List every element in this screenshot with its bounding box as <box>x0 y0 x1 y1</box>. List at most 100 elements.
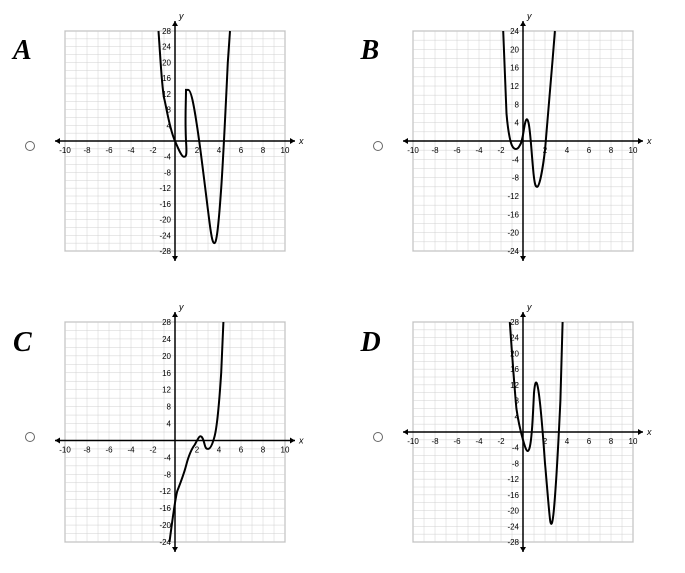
svg-text:-28: -28 <box>507 538 519 547</box>
svg-text:6: 6 <box>239 446 244 455</box>
svg-text:-4: -4 <box>475 437 483 446</box>
option-d-label: D <box>361 327 381 359</box>
svg-text:8: 8 <box>167 403 172 412</box>
svg-text:-28: -28 <box>159 247 171 256</box>
svg-text:4: 4 <box>514 118 519 127</box>
svg-text:-8: -8 <box>511 173 519 182</box>
svg-text:x: x <box>646 136 652 146</box>
svg-text:8: 8 <box>261 146 266 155</box>
svg-text:-12: -12 <box>159 487 171 496</box>
svg-text:-10: -10 <box>59 146 71 155</box>
option-b-label: B <box>361 35 380 67</box>
option-d: D -10-8-6-4-2246810-28-24-20-16-12-8-448… <box>353 297 681 569</box>
chart-b: -10-8-6-4-2246810-24-20-16-12-8-44812162… <box>393 11 653 271</box>
svg-text:28: 28 <box>162 318 171 327</box>
svg-text:-4: -4 <box>511 444 519 453</box>
svg-text:-10: -10 <box>407 437 419 446</box>
chart-d-wrapper: -10-8-6-4-2246810-28-24-20-16-12-8-44812… <box>393 302 653 562</box>
chart-d: -10-8-6-4-2246810-28-24-20-16-12-8-44812… <box>393 302 653 562</box>
svg-text:-8: -8 <box>431 437 439 446</box>
svg-text:-6: -6 <box>453 146 461 155</box>
svg-text:20: 20 <box>162 352 171 361</box>
svg-text:2: 2 <box>195 146 200 155</box>
svg-text:28: 28 <box>510 318 519 327</box>
svg-text:-10: -10 <box>59 446 71 455</box>
svg-text:4: 4 <box>564 146 569 155</box>
svg-text:-4: -4 <box>164 454 172 463</box>
svg-text:10: 10 <box>628 146 637 155</box>
svg-text:-12: -12 <box>507 475 519 484</box>
svg-text:-24: -24 <box>507 523 519 532</box>
options-grid: A -10-8-6-4-2246810-28-24-20-16-12-8-448… <box>5 5 680 568</box>
svg-text:-16: -16 <box>507 210 519 219</box>
svg-text:-12: -12 <box>507 192 519 201</box>
svg-text:-12: -12 <box>159 184 171 193</box>
svg-text:-20: -20 <box>159 521 171 530</box>
svg-text:-4: -4 <box>127 446 135 455</box>
svg-text:6: 6 <box>586 146 591 155</box>
svg-text:-8: -8 <box>164 471 172 480</box>
svg-text:y: y <box>526 302 532 312</box>
svg-text:x: x <box>298 136 304 146</box>
svg-text:12: 12 <box>162 386 171 395</box>
svg-text:20: 20 <box>510 45 519 54</box>
svg-text:-8: -8 <box>83 446 91 455</box>
svg-text:-8: -8 <box>164 168 172 177</box>
svg-text:-20: -20 <box>507 507 519 516</box>
svg-text:6: 6 <box>586 437 591 446</box>
svg-text:-4: -4 <box>164 152 172 161</box>
svg-text:2: 2 <box>195 446 200 455</box>
svg-text:12: 12 <box>510 82 519 91</box>
chart-a-wrapper: -10-8-6-4-2246810-28-24-20-16-12-8-44812… <box>45 11 305 271</box>
svg-text:-16: -16 <box>507 491 519 500</box>
svg-text:-4: -4 <box>475 146 483 155</box>
chart-c-wrapper: -10-8-6-4-2246810-24-20-16-12-8-44812162… <box>45 302 305 562</box>
svg-text:-6: -6 <box>105 146 113 155</box>
option-b: B -10-8-6-4-2246810-24-20-16-12-8-448121… <box>353 5 681 277</box>
radio-a[interactable] <box>25 141 35 151</box>
radio-c[interactable] <box>25 432 35 442</box>
svg-text:24: 24 <box>162 42 171 51</box>
svg-text:24: 24 <box>162 335 171 344</box>
svg-text:-6: -6 <box>453 437 461 446</box>
svg-text:16: 16 <box>510 63 519 72</box>
svg-text:-4: -4 <box>127 146 135 155</box>
svg-text:8: 8 <box>608 146 613 155</box>
svg-text:6: 6 <box>239 146 244 155</box>
chart-b-wrapper: -10-8-6-4-2246810-24-20-16-12-8-44812162… <box>393 11 653 271</box>
svg-text:4: 4 <box>167 420 172 429</box>
svg-text:16: 16 <box>162 74 171 83</box>
radio-d[interactable] <box>373 432 383 442</box>
svg-text:-8: -8 <box>431 146 439 155</box>
svg-text:16: 16 <box>510 365 519 374</box>
option-c: C -10-8-6-4-2246810-24-20-16-12-8-448121… <box>5 297 333 569</box>
svg-text:10: 10 <box>281 446 290 455</box>
svg-text:y: y <box>178 11 184 21</box>
svg-text:-24: -24 <box>159 231 171 240</box>
svg-text:y: y <box>526 11 532 21</box>
svg-text:-24: -24 <box>507 247 519 256</box>
svg-text:-8: -8 <box>511 460 519 469</box>
svg-text:-2: -2 <box>149 446 157 455</box>
svg-text:y: y <box>178 302 184 312</box>
chart-a: -10-8-6-4-2246810-28-24-20-16-12-8-44812… <box>45 11 305 271</box>
svg-text:4: 4 <box>217 146 222 155</box>
svg-text:-2: -2 <box>497 437 505 446</box>
svg-text:24: 24 <box>510 27 519 36</box>
svg-text:16: 16 <box>162 369 171 378</box>
svg-text:-6: -6 <box>105 446 113 455</box>
radio-b[interactable] <box>373 141 383 151</box>
svg-text:-2: -2 <box>497 146 505 155</box>
svg-text:-2: -2 <box>149 146 157 155</box>
svg-text:-20: -20 <box>507 228 519 237</box>
svg-text:8: 8 <box>261 446 266 455</box>
option-a-label: A <box>13 35 32 67</box>
option-c-label: C <box>13 327 32 359</box>
svg-text:10: 10 <box>628 437 637 446</box>
svg-text:x: x <box>298 436 304 446</box>
svg-text:8: 8 <box>514 100 519 109</box>
chart-c: -10-8-6-4-2246810-24-20-16-12-8-44812162… <box>45 302 305 562</box>
svg-text:8: 8 <box>608 437 613 446</box>
svg-text:4: 4 <box>564 437 569 446</box>
option-a: A -10-8-6-4-2246810-28-24-20-16-12-8-448… <box>5 5 333 277</box>
